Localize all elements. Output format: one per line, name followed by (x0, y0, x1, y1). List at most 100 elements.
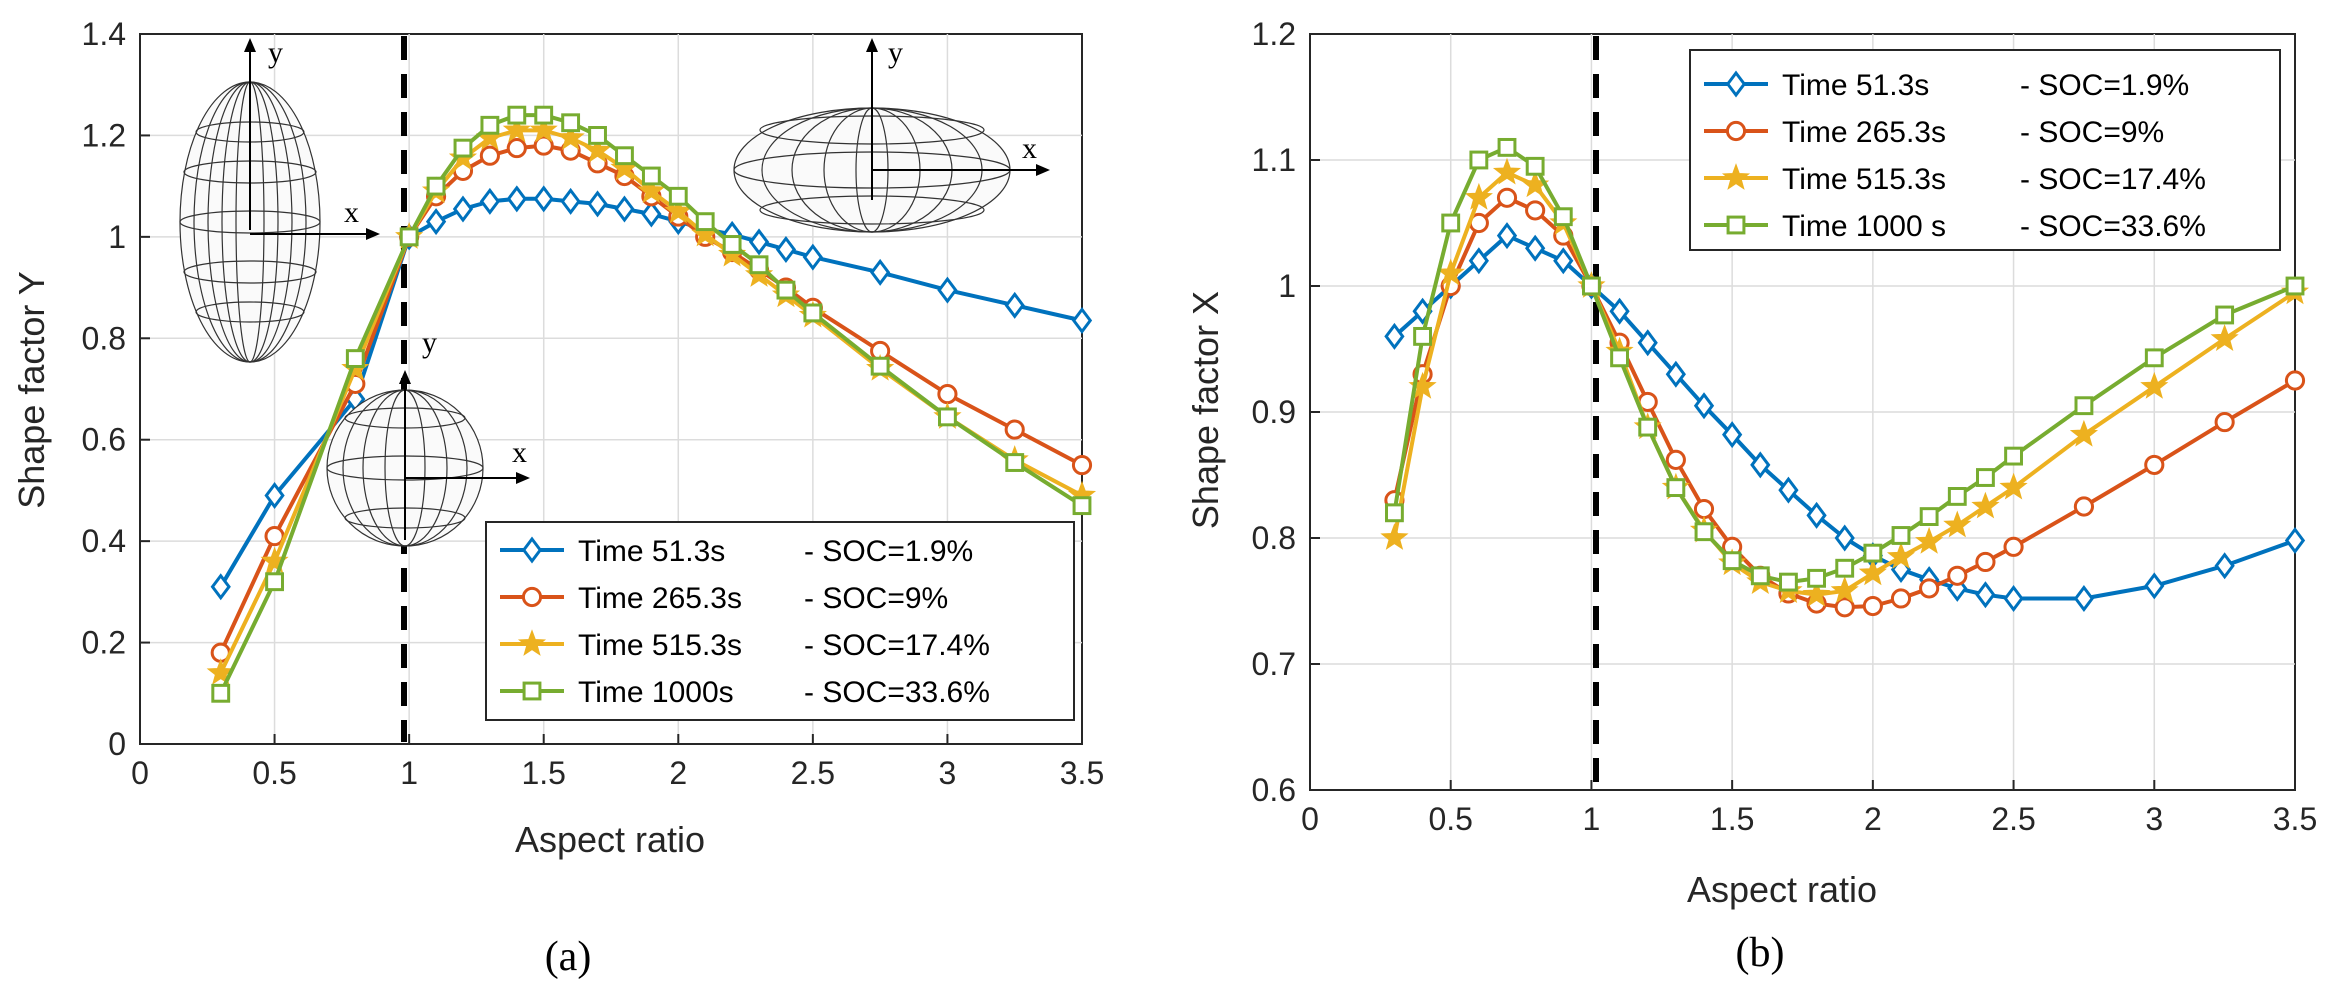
data-point (870, 356, 890, 376)
data-point (1693, 392, 1715, 420)
x-axis-label-b: Aspect ratio (1687, 869, 1877, 910)
legend-b: Time 51.3s - SOC=1.9% Time 265.3s - SOC=9% T… (1689, 49, 2281, 251)
legend-soc: - SOC=17.4% (804, 629, 990, 662)
data-point (1610, 348, 1629, 368)
data-point (1637, 329, 1658, 357)
x-tick-label: 3 (2145, 801, 2163, 837)
x-tick-label: 1 (400, 755, 418, 791)
inset-oblate-spheroid: Aspect ratio x y (733, 36, 1050, 233)
data-point (507, 105, 527, 125)
y-tick-label: 0.4 (82, 523, 126, 559)
data-point (2073, 584, 2095, 612)
data-point (1436, 258, 1465, 286)
data-point (2284, 527, 2306, 555)
data-point (1947, 565, 1968, 586)
data-point (614, 195, 635, 223)
data-point (1750, 451, 1771, 479)
data-point (1999, 472, 2028, 500)
data-point (1779, 572, 1798, 592)
data-point (1525, 234, 1546, 262)
data-point (1665, 449, 1686, 470)
y-axis-label-a: Shape factor Y (11, 271, 52, 509)
data-point (2214, 412, 2235, 433)
data-point (1975, 581, 1996, 609)
inset-oblate-y-axis-label: y (888, 36, 903, 69)
data-point (1891, 526, 1911, 545)
data-point (1525, 156, 1545, 176)
data-point (2074, 396, 2094, 416)
data-point (529, 115, 558, 143)
x-tick-label: 2.5 (791, 755, 835, 791)
data-point (587, 190, 608, 218)
data-point (1071, 454, 1093, 476)
legend-label: Time 1000 s (1782, 210, 1946, 243)
data-point (1802, 579, 1831, 607)
data-point (1975, 551, 1996, 573)
data-point (695, 212, 715, 232)
series-diamond (210, 185, 1093, 601)
data-point (937, 383, 958, 405)
y-tick-label: 0.8 (1252, 520, 1296, 556)
data-point (1553, 247, 1574, 275)
y-tick-label: 0.9 (1252, 394, 1296, 430)
data-point (1971, 491, 2000, 519)
y-tick-label: 1.4 (82, 16, 126, 52)
y-tick-label: 1.2 (82, 117, 126, 153)
y-tick-label: 0 (108, 726, 126, 762)
legend-soc: - SOC=33.6% (804, 676, 990, 709)
inset-oblate-x-label: x (1022, 132, 1037, 165)
legend-soc: - SOC=9% (2020, 116, 2164, 149)
x-tick-label: 3.5 (1060, 755, 1104, 791)
data-point (775, 236, 797, 264)
data-point (1835, 558, 1855, 578)
x-axis-label-a: Aspect ratio (515, 819, 705, 860)
data-point (2144, 348, 2164, 368)
data-point (1886, 542, 1916, 569)
legend-label: Time 515.3s (578, 629, 742, 662)
data-point (1915, 526, 1944, 554)
legend-marker (521, 536, 543, 564)
data-point (748, 228, 770, 256)
data-point (533, 135, 554, 156)
data-point (425, 208, 447, 236)
legend-marker (1721, 163, 1751, 190)
data-point (210, 573, 231, 601)
data-point (480, 115, 500, 135)
data-point (1464, 182, 1493, 210)
x-tick-label: 0 (1301, 801, 1319, 837)
data-point (722, 235, 742, 254)
y-tick-label: 1 (1278, 268, 1296, 304)
data-point (1380, 523, 1409, 550)
data-point (668, 186, 688, 206)
x-tick-label: 2.5 (1991, 801, 2035, 837)
data-point (870, 258, 891, 286)
grid-b (1309, 33, 2296, 791)
data-point (1830, 576, 1859, 603)
data-point (2003, 536, 2024, 557)
data-point (1005, 453, 1025, 472)
x-tick-label: 0.5 (252, 755, 296, 791)
legend-soc: - SOC=17.4% (2020, 163, 2206, 196)
data-point (1384, 322, 1405, 350)
data-point (1072, 496, 1092, 516)
legend-marker (521, 586, 543, 608)
data-point (588, 126, 607, 145)
data-point (426, 176, 446, 196)
x-tick-label: 2 (1864, 801, 1882, 837)
data-point (2004, 446, 2023, 466)
inset-prolate-spheroid: y x (179, 36, 380, 363)
data-point (1071, 307, 1093, 335)
y-tick-label: 0.7 (1252, 646, 1296, 682)
panel-label-b: (b) (1736, 930, 1785, 976)
legend-soc: - SOC=1.9% (2020, 69, 2189, 102)
data-point (1385, 503, 1404, 523)
legend-box (1689, 49, 2281, 251)
data-point (2215, 305, 2235, 325)
data-point (453, 138, 473, 158)
data-point (1807, 568, 1826, 588)
data-point (2069, 419, 2099, 447)
data-point (1497, 137, 1517, 157)
data-point (556, 123, 585, 150)
x-tick-labels-a: 0 0.5 1 1.5 2 2.5 3 3.5 (131, 755, 1104, 791)
legend-label: Time 51.3s (578, 535, 725, 568)
